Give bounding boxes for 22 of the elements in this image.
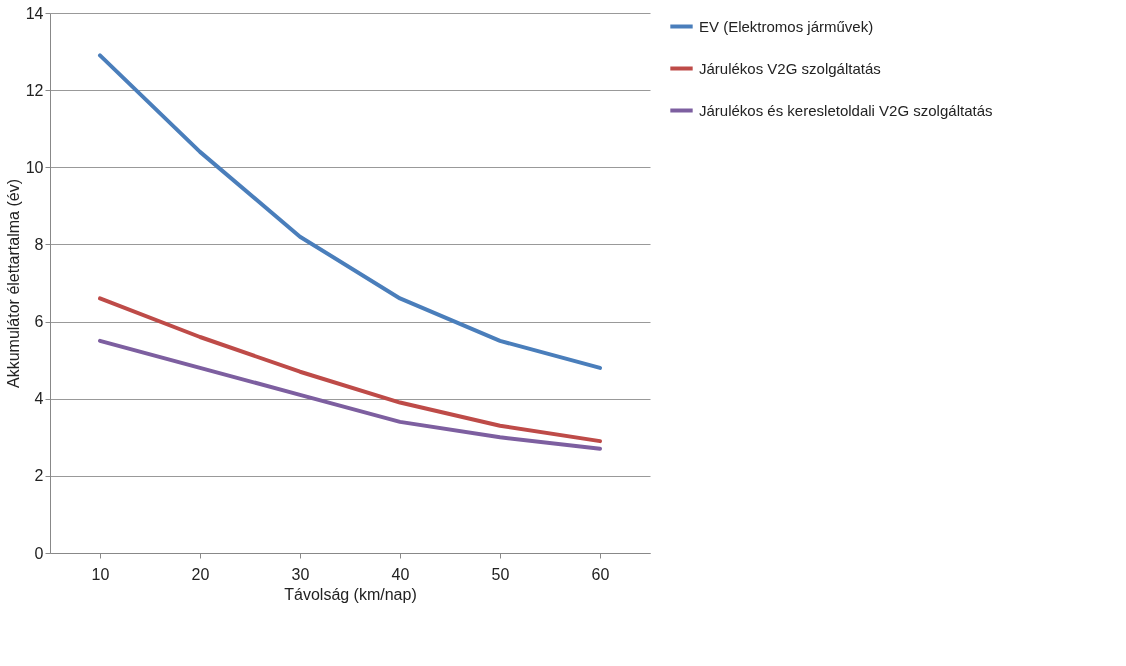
line-series [98,296,602,444]
x-tick-label: 60 [591,565,610,583]
y-tick-label: 14 [25,4,44,22]
y-tick-label: 6 [34,313,44,331]
legend-label: Járulékos V2G szolgáltatás [699,59,881,77]
y-tick-label: 0 [34,544,44,562]
line-series [98,338,602,451]
y-tick-label: 12 [25,81,44,99]
x-tick-label: 10 [91,565,110,583]
x-axis-title: Távolság (km/nap) [284,585,417,603]
y-tick-label: 8 [34,235,44,253]
x-tick-label: 30 [291,565,310,583]
y-axis-title: Akkumulátor élettartalma (év) [4,179,22,388]
y-tick-label: 10 [25,158,44,176]
x-tick-label: 50 [491,565,510,583]
y-tick-label: 2 [34,467,44,485]
legend-label: EV (Elektromos járművek) [699,17,874,35]
x-tick-label: 20 [191,565,210,583]
line-series [98,53,602,370]
legend-label: Járulékos és keresletoldali V2G szolgáltatás [699,101,993,119]
y-tick-label: 4 [34,390,44,408]
x-tick-label: 40 [391,565,410,583]
